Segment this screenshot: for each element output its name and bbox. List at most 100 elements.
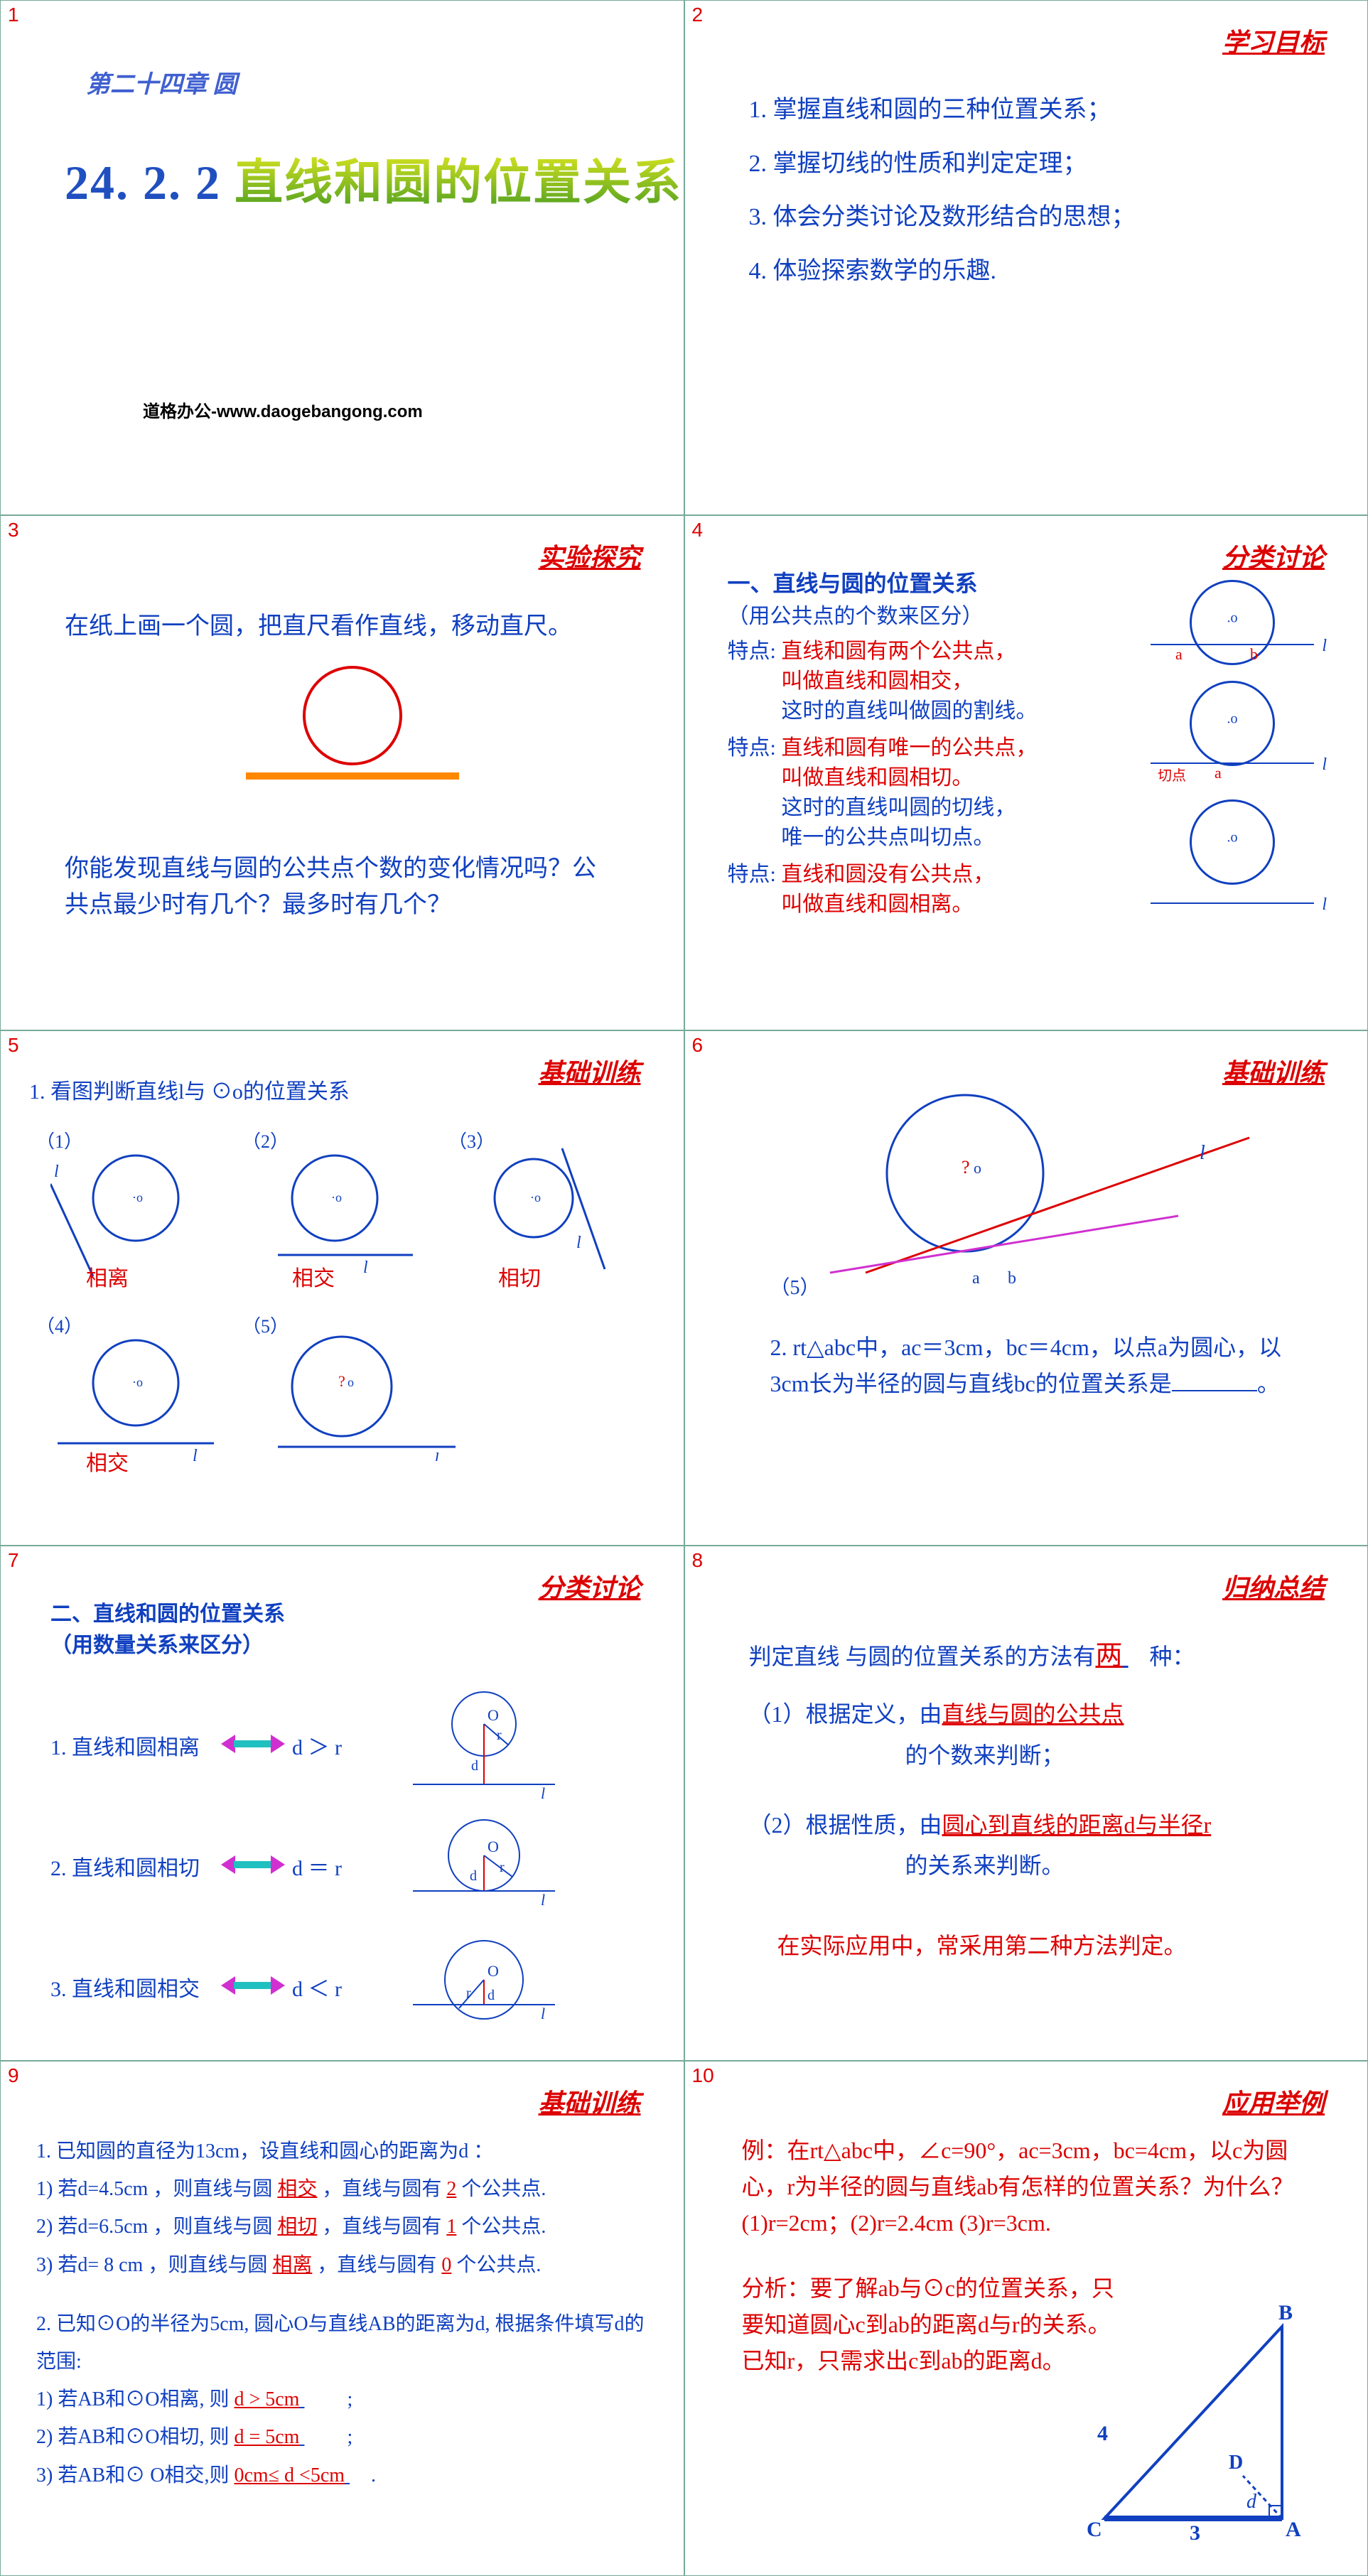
q2: 2. 已知⊙O的半径为5cm, 圆心O与直线AB的距离为d, 根据条件填写d的范… <box>36 2305 648 2381</box>
heading: 二、直线和圆的位置关系 （用数量关系来区分） <box>50 1596 285 1659</box>
svg-text:l: l <box>193 1447 198 1461</box>
slide-number: 6 <box>692 1034 704 1057</box>
svg-text:4: 4 <box>1097 2422 1108 2445</box>
q1-1: 1) 若d=4.5cm ，则直线与圆 相交 ，直线与圆有 2 个公共点. <box>36 2170 648 2208</box>
circle-line-icon: ·ol <box>50 1141 214 1276</box>
slide-3: 3 实验探究 在纸上画一个圆，把直尺看作直线，移动直尺。 你能发现直线与圆的公共… <box>0 515 684 1030</box>
slide-6: 6 基础训练 （5） ?o l a b 2. rt△abc中，ac＝3cm，bc… <box>684 1030 1368 1546</box>
svg-text:l: l <box>576 1234 581 1252</box>
svg-text:·o: ·o <box>331 1190 342 1205</box>
q2-3: 3) 若AB和⊙ O相交,则 0cm≤ d <5cm . <box>36 2457 648 2494</box>
svg-text:O: O <box>488 1838 499 1855</box>
svg-text:3: 3 <box>1190 2521 1200 2540</box>
q2-1: 1) 若AB和⊙O相离, 则 d > 5cm ; <box>36 2381 648 2418</box>
q1-3: 3) 若d= 8 cm ，则直线与圆 相离 ，直线与圆有 0 个公共点. <box>36 2246 648 2284</box>
svg-text:l: l <box>434 1450 439 1461</box>
intersect-diagram-icon: Ordl <box>392 1937 555 2037</box>
tangent-diagram-icon: Ordl <box>392 1816 555 1916</box>
diagram-1: （1） ·ol 相离 <box>29 1113 235 1298</box>
row-intersect: 3. 直线和圆相交 d ＜ r Ordl <box>50 1937 555 2037</box>
separate-diagram-icon: Ordl <box>392 1688 555 1802</box>
svg-text:d: d <box>1246 2491 1257 2513</box>
answer: 相离 <box>86 1261 129 1292</box>
objective-item: 3. 体会分类讨论及数形结合的思想； <box>749 200 1325 235</box>
section-title: 学习目标 <box>1222 22 1325 59</box>
slide-number: 9 <box>8 2064 19 2087</box>
circle-line-icon: ?o l <box>257 1326 456 1461</box>
section-title: 分类讨论 <box>1222 537 1325 574</box>
slide-number: 5 <box>8 1034 19 1057</box>
svg-text:o: o <box>348 1375 354 1389</box>
svg-text:?: ? <box>338 1372 345 1390</box>
example-options: (1)r=2cm；(2)r=2.4cm (3)r=3cm. <box>742 2205 1325 2241</box>
summary-note: 在实际应用中，常采用第二种方法判定。 <box>777 1928 1187 1961</box>
diagram-5: （5） ?ol <box>235 1298 441 1482</box>
question-heading: 1. 看图判断直线l与 ⊙o的位置关系 <box>29 1074 350 1105</box>
slide-1: 1 第二十四章 圆 24. 2. 2 直线和圆的位置关系 道格办公-www.da… <box>0 0 684 515</box>
objective-item: 1. 掌握直线和圆的三种位置关系； <box>749 93 1325 127</box>
double-arrow-icon <box>214 1735 292 1757</box>
slide-10: 10 应用举例 例：在rt△abc中，∠c=90°，ac=3cm，bc=4cm，… <box>684 2061 1368 2576</box>
section-title: 实验探究 <box>538 537 640 574</box>
summary-line-1: 判定直线 与圆的位置关系的方法有两 种： <box>749 1632 1318 1680</box>
slide-5: 5 基础训练 1. 看图判断直线l与 ⊙o的位置关系 （1） ·ol 相离 （2… <box>0 1030 684 1546</box>
svg-text:·o: ·o <box>530 1190 541 1205</box>
slide-2: 2 学习目标 1. 掌握直线和圆的三种位置关系； 2. 掌握切线的性质和判定定理… <box>684 0 1368 515</box>
svg-text:?: ? <box>962 1157 970 1177</box>
slide-number: 2 <box>692 4 704 26</box>
slide-number: 10 <box>692 2064 714 2087</box>
section-title: 归纳总结 <box>1222 1568 1325 1605</box>
slide-7: 7 分类讨论 二、直线和圆的位置关系 （用数量关系来区分） 1. 直线和圆相离 … <box>0 1546 684 2061</box>
chapter-title: 第二十四章 圆 <box>86 65 237 99</box>
subheading: （用公共点的个数来区分） <box>728 598 1126 630</box>
q1-2: 2) 若d=6.5cm ，则直线与圆 相切 ，直线与圆有 1 个公共点. <box>36 2208 648 2246</box>
exercise-body: 1. 已知圆的直径为13cm，设直线和圆心的距离为d ： 1) 若d=4.5cm… <box>36 2133 648 2494</box>
svg-text:l: l <box>363 1259 368 1276</box>
svg-text:O: O <box>488 1962 499 1980</box>
svg-text:l: l <box>541 1784 545 1802</box>
feature-1: 特点: 直线和圆有两个公共点， 特点: 叫做直线和圆相交， 特点: 这时的直线叫… <box>728 637 1126 726</box>
method-2: （2）根据性质，由圆心到直线的距离d与半径r 的关系来判断。 <box>749 1805 1318 1887</box>
svg-text:o: o <box>974 1159 981 1177</box>
svg-text:d: d <box>471 1758 478 1774</box>
svg-text:r: r <box>466 1985 471 2001</box>
svg-text:O: O <box>488 1706 499 1724</box>
experiment-question: 你能发现直线与圆的公共点个数的变化情况吗？公共点最少时有几个？最多时有几个？ <box>65 851 620 923</box>
experiment-text: 在纸上画一个圆，把直尺看作直线，移动直尺。 <box>65 608 641 645</box>
slide-number: 8 <box>692 1549 704 1572</box>
svg-text:D: D <box>1229 2452 1243 2474</box>
row-tangent: 2. 直线和圆相切 d ＝ r Ordl <box>50 1816 555 1916</box>
method-1: （1）根据定义，由直线与圆的公共点 的个数来判断； <box>749 1694 1318 1776</box>
row-separate: 1. 直线和圆相离 d ＞ r Ordl <box>50 1688 555 1802</box>
experiment-content: 在纸上画一个圆，把直尺看作直线，移动直尺。 <box>65 608 641 787</box>
title-text: 直线和圆的位置关系 <box>235 156 682 210</box>
svg-text:·o: ·o <box>132 1375 143 1389</box>
blank-line <box>1172 1390 1257 1391</box>
double-arrow-icon <box>214 1855 292 1877</box>
double-arrow-icon <box>214 1976 292 1998</box>
main-title: 24. 2. 2 直线和圆的位置关系 <box>65 143 682 213</box>
summary-body: 判定直线 与圆的位置关系的方法有两 种： （1）根据定义，由直线与圆的公共点 的… <box>749 1632 1318 1887</box>
svg-text:A: A <box>1286 2518 1301 2540</box>
svg-text:l: l <box>1200 1142 1205 1164</box>
svg-text:b: b <box>1008 1269 1016 1288</box>
section-title: 基础训练 <box>538 2083 640 2120</box>
answer: 相交 <box>86 1445 129 1477</box>
slide-number: 7 <box>8 1549 19 1572</box>
svg-text:l: l <box>54 1163 59 1181</box>
title-number: 24. 2. 2 <box>65 156 221 210</box>
svg-text:C: C <box>1087 2518 1102 2540</box>
footer-link: 道格办公-www.daogebangong.com <box>143 397 423 422</box>
slide-4: 4 分类讨论 一、直线与圆的位置关系 （用公共点的个数来区分） 特点: 直线和圆… <box>684 515 1368 1030</box>
svg-text:B: B <box>1278 2305 1293 2324</box>
heading: 一、直线与圆的位置关系 <box>728 566 1126 598</box>
diagram-5-large: （5） ?o l a b <box>770 1074 1264 1300</box>
question-2: 2. rt△abc中，ac＝3cm，bc＝4cm，以点a为圆心，以3cm长为半径… <box>770 1330 1283 1402</box>
section-title: 应用举例 <box>1222 2083 1325 2120</box>
circle-line-icon: ·o l <box>463 1141 626 1276</box>
circle-line-icon: ·o l <box>50 1326 214 1461</box>
svg-text:r: r <box>500 1860 505 1875</box>
svg-text:l: l <box>541 2005 545 2022</box>
classification-diagrams: .o abl .o 切点al .o l <box>1140 580 1325 904</box>
section-title: 基础训练 <box>538 1052 640 1089</box>
